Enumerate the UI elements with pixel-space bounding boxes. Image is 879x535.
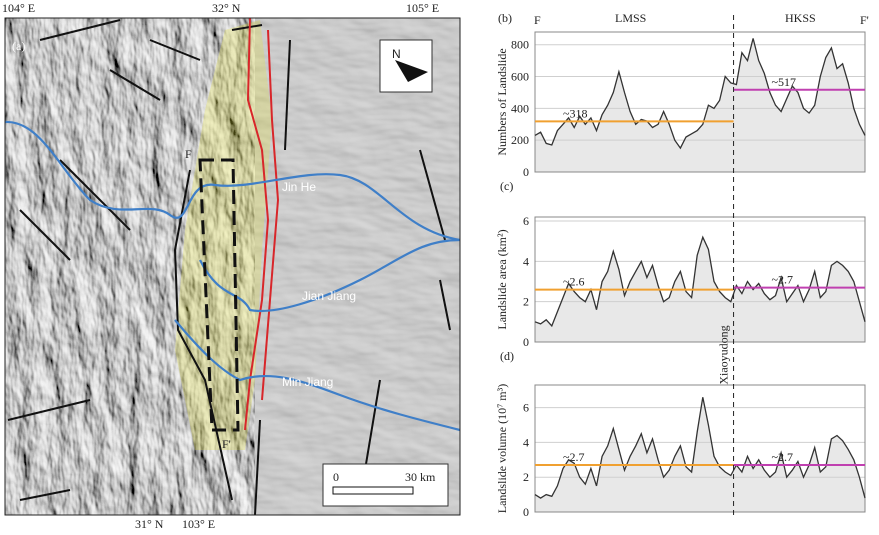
figure: N 0 30 km F F' Jin He Jian Jiang Min Jia… [0,0,879,535]
river-label: Jin He [282,180,316,194]
north-label: N [392,47,401,61]
area [535,38,865,172]
mean-label: ~2.7 [772,450,794,464]
panel-label: (b) [498,11,512,25]
lon-label: 105° E [406,1,439,15]
river-label: Min Jiang [282,375,333,389]
lat-label: 31° N [135,517,164,531]
y-tick-label: 800 [511,38,529,52]
zone-label: LMSS [615,11,646,25]
profile-end: F' [860,13,869,27]
lon-label: 103° E [182,517,215,531]
mean-label: ~2.6 [563,275,585,289]
panel-label: (d) [500,349,514,363]
mean-label: ~2.7 [772,273,794,287]
divider-label: Xiaoyudong [717,325,731,384]
y-tick-label: 600 [511,70,529,84]
y-tick-label: 200 [511,133,529,147]
y-axis-label: Numbers of Landslide [495,48,509,155]
y-axis-label: Landslide area (km²) [495,229,509,329]
y-tick-label: 0 [523,335,529,349]
plain-shade [255,18,460,515]
y-tick-label: 4 [523,254,529,268]
zone-label: HKSS [785,11,816,25]
mean-label: ~2.7 [563,450,585,464]
y-tick-label: 6 [523,401,529,415]
section-start: F [185,147,192,161]
figure-canvas: N 0 30 km F F' Jin He Jian Jiang Min Jia… [0,0,879,535]
panel-label: (c) [500,179,513,193]
profile-start: F [534,13,541,27]
scale-zero: 0 [333,470,339,484]
mean-label: ~318 [563,106,588,120]
y-axis-label: Landslide volume (10⁷ m³) [495,384,509,513]
lon-label: 104° E [2,1,35,15]
scale-bar [333,487,413,494]
scale-end: 30 km [405,470,436,484]
lat-label: 32° N [212,1,241,15]
y-tick-label: 0 [523,505,529,519]
y-tick-label: 4 [523,435,529,449]
panel-label: (a) [12,39,25,53]
y-tick-label: 2 [523,470,529,484]
y-tick-label: 6 [523,214,529,228]
mean-label: ~517 [772,75,797,89]
section-end: F' [222,437,231,451]
map: N 0 30 km F F' Jin He Jian Jiang Min Jia… [5,18,460,515]
y-tick-label: 2 [523,295,529,309]
y-tick-label: 400 [511,101,529,115]
river-label: Jian Jiang [302,289,356,303]
y-tick-label: 0 [523,165,529,179]
